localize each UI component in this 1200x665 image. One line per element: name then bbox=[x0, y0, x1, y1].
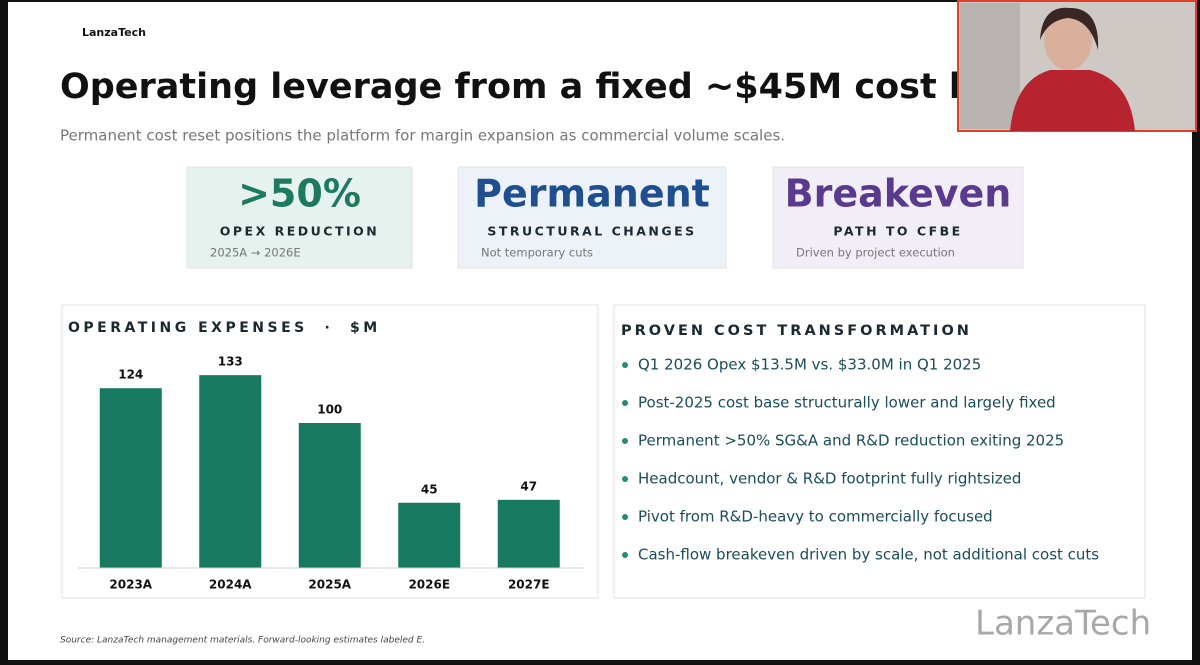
proven-item: Headcount, vendor & R&D footprint fully … bbox=[638, 470, 1021, 488]
value-label: 45 bbox=[421, 482, 438, 496]
x-tick-label: 2024A bbox=[209, 578, 252, 592]
card-value: Breakeven bbox=[785, 172, 1012, 216]
card-label: OPEX REDUCTION bbox=[220, 224, 379, 239]
bar bbox=[99, 388, 162, 568]
value-label: 47 bbox=[520, 479, 537, 493]
chart-title: OPERATING EXPENSES · $M bbox=[68, 320, 381, 336]
card-value: >50% bbox=[238, 172, 361, 216]
x-tick-label: 2023A bbox=[109, 578, 152, 592]
proven-item: Q1 2026 Opex $13.5M vs. $33.0M in Q1 202… bbox=[638, 356, 981, 374]
webcam bbox=[957, 0, 1197, 132]
webcam-face bbox=[1044, 10, 1092, 70]
card bbox=[186, 166, 413, 269]
proven-item: Cash-flow breakeven driven by scale, not… bbox=[638, 546, 1099, 564]
card-label: STRUCTURAL CHANGES bbox=[487, 224, 696, 239]
title: Operating leverage from a fixed ~$45M co… bbox=[60, 67, 1042, 107]
bar bbox=[199, 375, 262, 568]
subtitle: Permanent cost reset positions the platf… bbox=[60, 127, 785, 145]
proven-heading: PROVEN COST TRANSFORMATION bbox=[621, 323, 972, 339]
footer-logo: LanzaTech bbox=[975, 604, 1151, 644]
card-label: PATH TO CFBE bbox=[833, 224, 962, 239]
card bbox=[457, 166, 727, 269]
webcam-bg bbox=[960, 3, 1020, 129]
proven-panel: PROVEN COST TRANSFORMATION bbox=[613, 304, 1146, 599]
value-label: 100 bbox=[317, 403, 342, 417]
panel bbox=[613, 304, 1146, 599]
webcam-person bbox=[1010, 70, 1135, 131]
bullet bbox=[622, 438, 628, 444]
source: Source: LanzaTech management materials. … bbox=[60, 636, 425, 646]
proven-item: Permanent >50% SG&A and R&D reduction ex… bbox=[638, 432, 1064, 450]
bar bbox=[398, 502, 461, 568]
card-note: Not temporary cuts bbox=[481, 246, 593, 260]
bullet bbox=[622, 552, 628, 558]
logo: LanzaTech bbox=[82, 26, 146, 39]
proven-item: Post-2025 cost base structurally lower a… bbox=[638, 394, 1056, 412]
value-label: 133 bbox=[218, 355, 243, 369]
x-tick-label: 2026E bbox=[408, 578, 450, 592]
card-value: Permanent bbox=[474, 172, 710, 216]
value-label: 124 bbox=[118, 368, 143, 382]
bullet bbox=[622, 514, 628, 520]
bullet bbox=[622, 476, 628, 482]
bullet bbox=[622, 400, 628, 406]
bar bbox=[298, 423, 361, 568]
proven-item: Pivot from R&D-heavy to commercially foc… bbox=[638, 508, 993, 526]
webcam-hair bbox=[1040, 7, 1099, 50]
card bbox=[772, 166, 1024, 269]
bullet bbox=[622, 362, 628, 368]
card-note: Driven by project execution bbox=[796, 246, 955, 260]
card-note: 2025A → 2026E bbox=[210, 246, 301, 260]
x-tick-label: 2025A bbox=[308, 578, 351, 592]
bar bbox=[497, 499, 560, 568]
x-tick-label: 2027E bbox=[508, 578, 550, 592]
